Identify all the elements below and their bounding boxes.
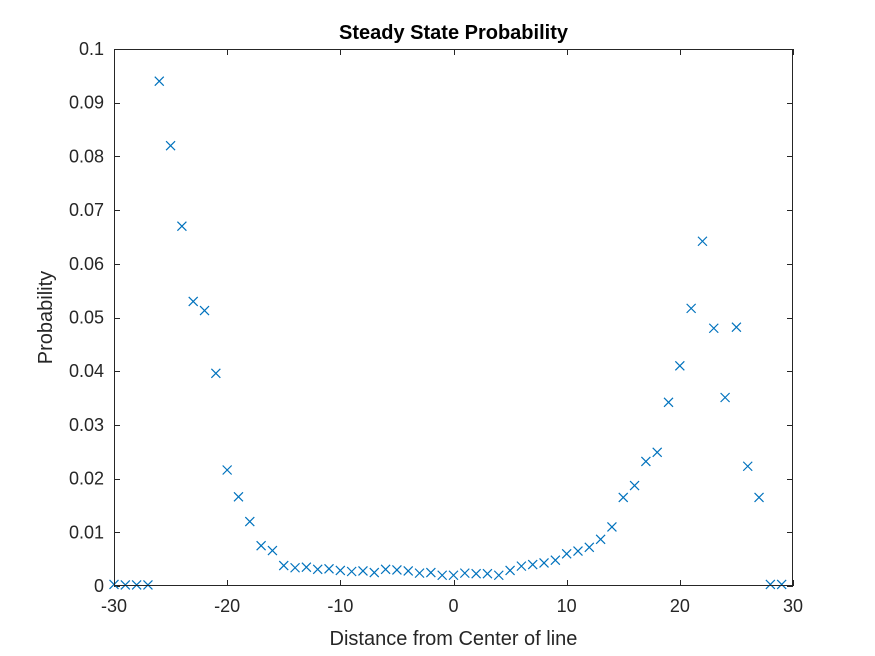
data-point-x-marker [414,568,425,579]
data-point-x-marker [618,492,629,503]
data-point-x-marker [573,546,583,557]
data-point-x-marker [380,564,391,575]
plot-border [114,49,793,586]
data-point-x-marker [640,456,651,467]
data-point-x-marker [584,542,595,553]
plot-area [114,49,793,586]
x-tick-label: 30 [783,596,803,616]
data-point-x-marker [425,567,436,578]
data-point-x-marker [131,580,142,590]
x-tick-labels: -30 -20 -10 0 10 20 30 [101,596,803,616]
data-point-x-marker [448,570,459,581]
y-tick-label: 0.08 [69,146,104,166]
data-point-x-marker [708,323,719,334]
data-point-x-marker [188,296,199,307]
data-point-x-marker [278,560,289,571]
data-point-x-marker [176,221,187,232]
y-tick-label: 0.03 [69,415,104,435]
data-point-x-marker [210,368,221,379]
data-point-x-marker [607,522,617,532]
data-point-x-marker [324,563,334,574]
data-point-x-marker [301,562,312,573]
y-tick-label: 0.04 [69,361,104,381]
y-tick-label: 0.01 [69,522,104,542]
data-point-x-marker [731,322,742,333]
data-point-x-marker [505,565,516,576]
data-point-x-marker [754,492,764,503]
data-point-x-marker [561,548,572,559]
y-tick-label: 0 [94,576,104,596]
data-point-x-marker [267,545,278,556]
data-point-x-marker [663,397,674,408]
data-point-x-marker [539,557,549,568]
data-point-x-marker [471,568,482,579]
chart-title: Steady State Probability [339,22,569,44]
data-point-x-marker [403,566,414,576]
data-point-x-marker [765,579,776,590]
data-point-x-marker [493,570,504,581]
data-point-x-marker [233,491,244,502]
data-point-x-marker [697,236,708,247]
x-axis-label: Distance from Center of line [330,628,578,650]
y-tick-label: 0.02 [69,469,104,489]
y-axis-label: Probability [35,271,57,364]
data-point-x-marker [742,461,753,472]
x-tick-label: 20 [670,596,690,616]
data-point-x-marker [595,534,606,545]
data-point-x-marker [550,555,561,566]
x-tick-label: -20 [214,596,240,616]
y-tick-label: 0.06 [69,254,104,274]
x-tick-label: -10 [327,596,353,616]
y-tick-labels: 0 0.01 0.02 0.03 0.04 0.05 0.06 0.07 0.08 0.09 0.1 [69,39,104,596]
data-point-x-marker [776,579,787,590]
data-point-x-marker [369,567,380,578]
x-tick-label: 10 [557,596,577,616]
data-point-x-marker [459,568,470,579]
data-point-x-marker [256,540,267,551]
data-point-x-marker [437,570,448,581]
data-point-x-marker [358,566,368,576]
data-markers [109,76,787,590]
x-tick-label: -30 [101,596,127,616]
data-point-x-marker [516,561,527,572]
data-point-x-marker [652,447,663,458]
y-tick-label: 0.1 [79,39,104,59]
y-tick-label: 0.05 [69,308,104,328]
data-point-x-marker [120,580,131,590]
data-point-x-marker [482,568,493,579]
data-point-x-marker [165,140,176,151]
data-point-x-marker [674,360,685,371]
data-point-x-marker [143,580,153,590]
y-tick-label: 0.09 [69,93,104,113]
x-tick-label: 0 [448,596,458,616]
data-point-x-marker [335,565,346,576]
data-point-x-marker [312,564,323,575]
data-point-x-marker [629,480,640,491]
data-point-x-marker [391,564,402,575]
data-point-x-marker [527,559,538,570]
data-point-x-marker [154,76,165,87]
y-tick-label: 0.07 [69,200,104,220]
data-point-x-marker [199,305,210,316]
data-point-x-marker [346,566,357,577]
data-point-x-marker [244,516,255,527]
data-point-x-marker [222,465,233,475]
data-point-x-marker [720,392,731,403]
data-point-x-marker [686,303,697,314]
data-point-x-marker [290,562,300,573]
